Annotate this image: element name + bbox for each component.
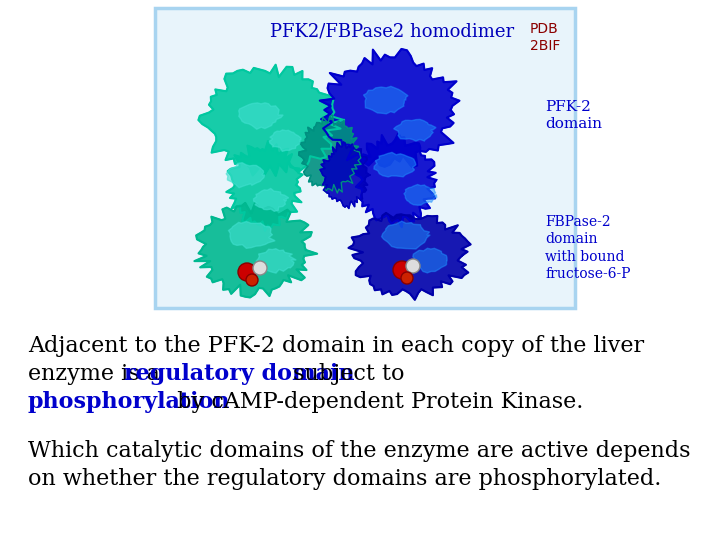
Text: Adjacent to the PFK-2 domain in each copy of the liver: Adjacent to the PFK-2 domain in each cop… bbox=[28, 335, 644, 357]
Polygon shape bbox=[394, 119, 436, 141]
Polygon shape bbox=[413, 248, 447, 273]
Circle shape bbox=[406, 259, 420, 273]
Polygon shape bbox=[364, 86, 408, 114]
Bar bbox=[155, 8, 575, 308]
Circle shape bbox=[238, 263, 256, 281]
Polygon shape bbox=[256, 249, 296, 273]
Polygon shape bbox=[382, 221, 430, 249]
Text: PFK-2
domain: PFK-2 domain bbox=[545, 100, 602, 131]
Polygon shape bbox=[226, 141, 302, 231]
Text: FBPase-2
domain
with bound
fructose-6-P: FBPase-2 domain with bound fructose-6-P bbox=[545, 215, 631, 281]
Polygon shape bbox=[299, 115, 361, 193]
Polygon shape bbox=[199, 65, 344, 176]
Polygon shape bbox=[320, 49, 459, 167]
Text: subject to: subject to bbox=[286, 363, 404, 385]
Polygon shape bbox=[194, 203, 318, 298]
Text: by cAMP-dependent Protein Kinase.: by cAMP-dependent Protein Kinase. bbox=[171, 391, 584, 413]
Polygon shape bbox=[320, 142, 370, 208]
Circle shape bbox=[246, 274, 258, 286]
Polygon shape bbox=[239, 103, 283, 129]
Text: phosphorylation: phosphorylation bbox=[28, 391, 230, 413]
Polygon shape bbox=[226, 163, 265, 188]
Polygon shape bbox=[228, 221, 275, 248]
Circle shape bbox=[393, 261, 411, 279]
Circle shape bbox=[253, 261, 267, 275]
Text: enzyme is a: enzyme is a bbox=[28, 363, 167, 385]
Polygon shape bbox=[269, 130, 301, 151]
Circle shape bbox=[401, 272, 413, 284]
Polygon shape bbox=[253, 188, 289, 211]
Text: PFK2/FBPase2 homodimer: PFK2/FBPase2 homodimer bbox=[270, 22, 514, 40]
Polygon shape bbox=[404, 185, 437, 205]
Text: Which catalytic domains of the enzyme are active depends: Which catalytic domains of the enzyme ar… bbox=[28, 440, 690, 462]
Polygon shape bbox=[353, 133, 436, 227]
Polygon shape bbox=[374, 152, 416, 177]
Polygon shape bbox=[348, 213, 471, 300]
Text: PDB
2BIF: PDB 2BIF bbox=[530, 22, 560, 53]
Text: on whether the regulatory domains are phosphorylated.: on whether the regulatory domains are ph… bbox=[28, 468, 662, 490]
Text: regulatory domain: regulatory domain bbox=[124, 363, 354, 385]
